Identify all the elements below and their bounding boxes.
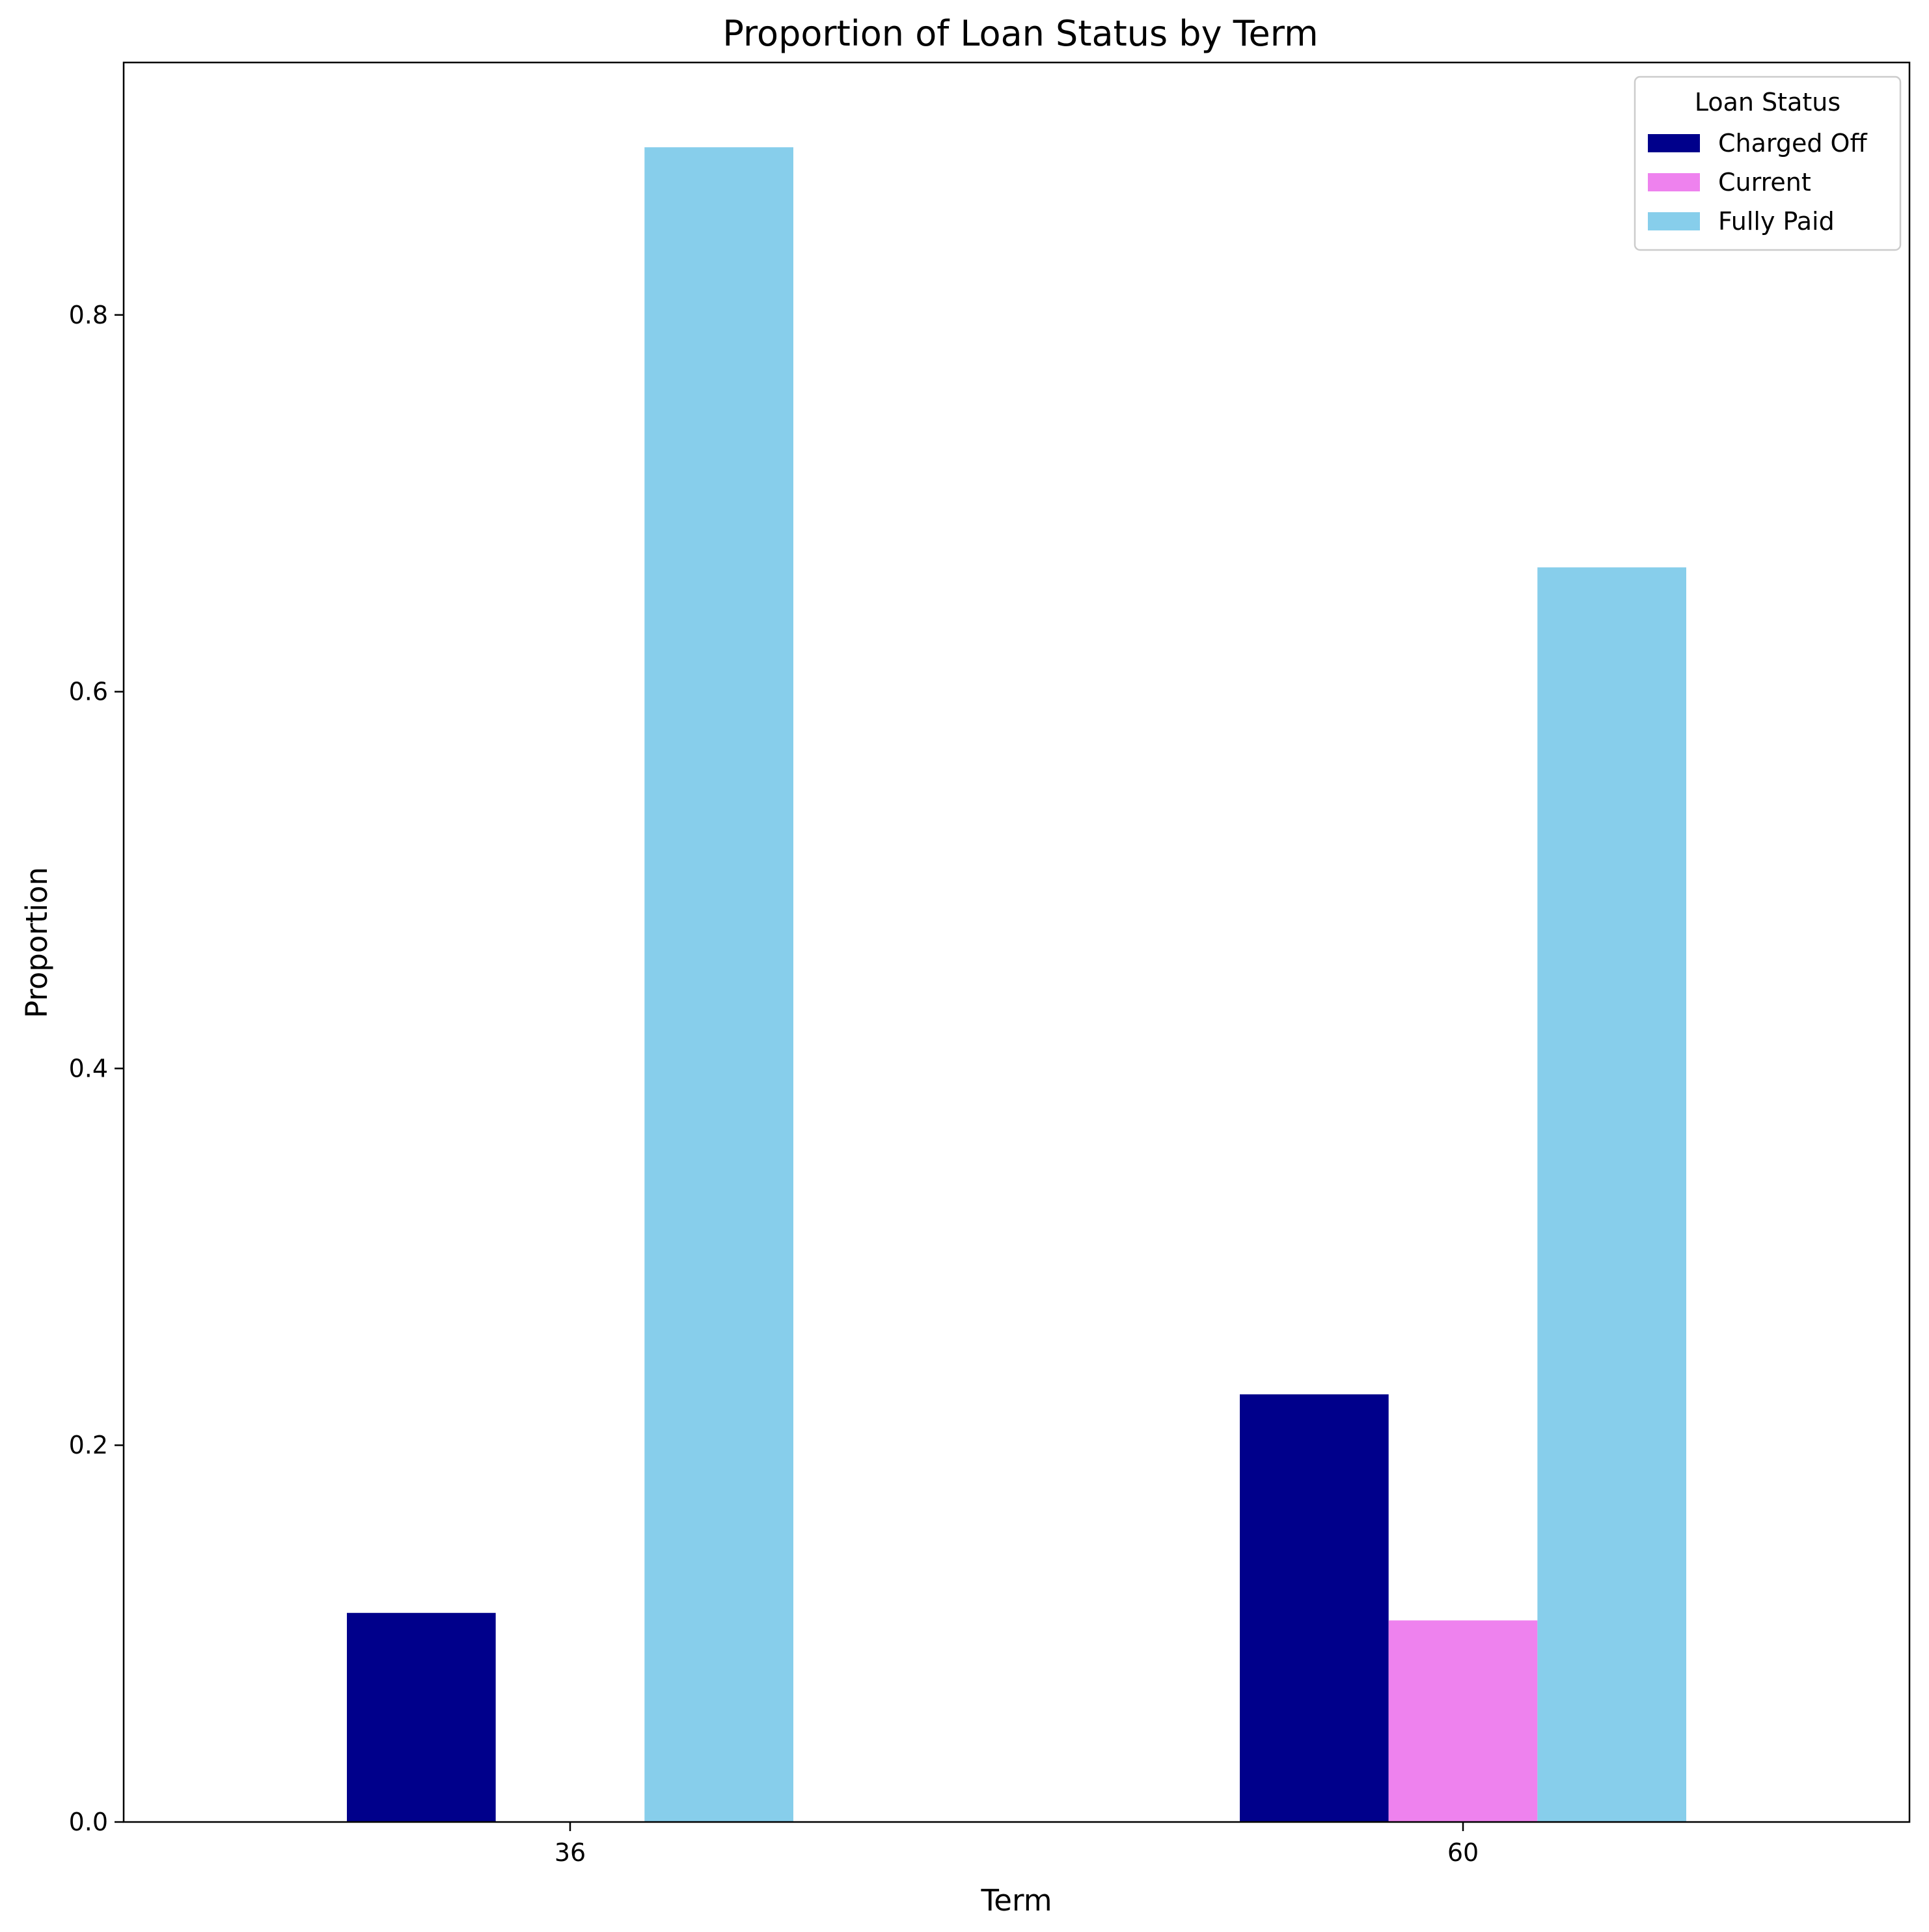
legend-label-fully-paid: Fully Paid (1718, 207, 1835, 236)
legend-box (1634, 76, 1902, 251)
legend-swatch-fully-paid (1648, 212, 1700, 230)
y-axis: 0.0 0.2 0.4 0.6 0.8 (69, 301, 124, 1836)
x-axis-label: Term (980, 1883, 1052, 1918)
y-tick-label: 0.6 (69, 678, 108, 706)
bar-fully-paid-60 (1537, 567, 1686, 1822)
legend: Loan Status Charged Off Current Fully Paid (1634, 76, 1902, 251)
y-tick-label: 0.8 (69, 301, 108, 329)
y-tick-label: 0.0 (69, 1808, 108, 1836)
legend-label-current: Current (1718, 168, 1811, 197)
legend-swatch-charged-off (1648, 134, 1700, 152)
x-tick-label: 60 (1447, 1838, 1479, 1867)
legend-label-charged-off: Charged Off (1718, 129, 1867, 158)
bar-charged-off-60 (1240, 1394, 1389, 1822)
legend-title: Loan Status (1695, 88, 1840, 117)
axes-frame (122, 61, 1911, 1823)
x-tick-label: 36 (554, 1838, 586, 1867)
chart-title: Proportion of Loan Status by Term (722, 13, 1318, 54)
x-axis: 36 60 (554, 1822, 1479, 1867)
y-axis-label: Proportion (20, 867, 54, 1018)
bar-charged-off-36 (347, 1612, 496, 1822)
bar-fully-paid-36 (644, 147, 793, 1823)
y-tick-label: 0.4 (69, 1054, 108, 1083)
bar-current-60 (1388, 1620, 1538, 1822)
plot-area (347, 147, 1686, 1823)
y-tick-label: 0.2 (69, 1431, 108, 1459)
legend-swatch-current (1648, 173, 1700, 191)
